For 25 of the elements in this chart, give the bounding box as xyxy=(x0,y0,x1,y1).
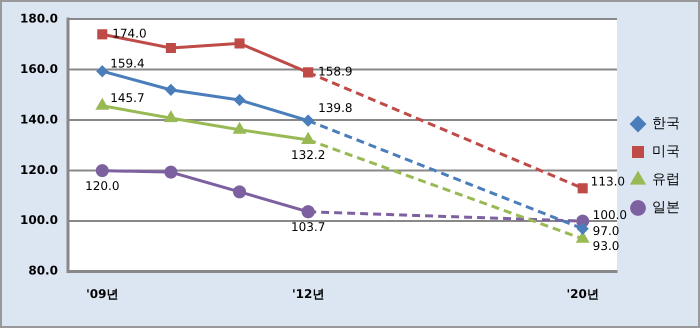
data-label: 113.0 xyxy=(590,174,626,188)
legend-label: 미국 xyxy=(652,144,680,160)
legend-label: 일본 xyxy=(652,200,680,216)
x-tick-label: '09년 xyxy=(86,286,118,301)
x-tick-label: '12년 xyxy=(292,286,324,301)
legend-label: 한국 xyxy=(652,116,680,132)
y-tick-label: 120.0 xyxy=(20,162,58,177)
data-label: 120.0 xyxy=(85,178,120,193)
y-tick-label: 180.0 xyxy=(20,11,58,26)
data-label: 103.7 xyxy=(290,220,326,234)
y-tick-label: 140.0 xyxy=(20,112,58,126)
data-label: 132.2 xyxy=(290,148,326,162)
data-label: 97.0 xyxy=(592,224,620,238)
data-label: 100.0 xyxy=(592,208,628,222)
data-label: 158.9 xyxy=(318,64,353,79)
y-tick-label: 160.0 xyxy=(20,62,58,76)
data-label: 159.4 xyxy=(110,56,145,70)
legend-label: 유럽 xyxy=(652,172,680,188)
data-label: 145.7 xyxy=(110,90,145,105)
data-label: 174.0 xyxy=(112,26,147,40)
data-label: 93.0 xyxy=(592,238,620,253)
x-tick-label: '20년 xyxy=(566,286,599,301)
data-label: 139.8 xyxy=(318,100,353,115)
y-tick-label: 80.0 xyxy=(28,264,58,278)
y-tick-label: 100.0 xyxy=(20,213,58,228)
